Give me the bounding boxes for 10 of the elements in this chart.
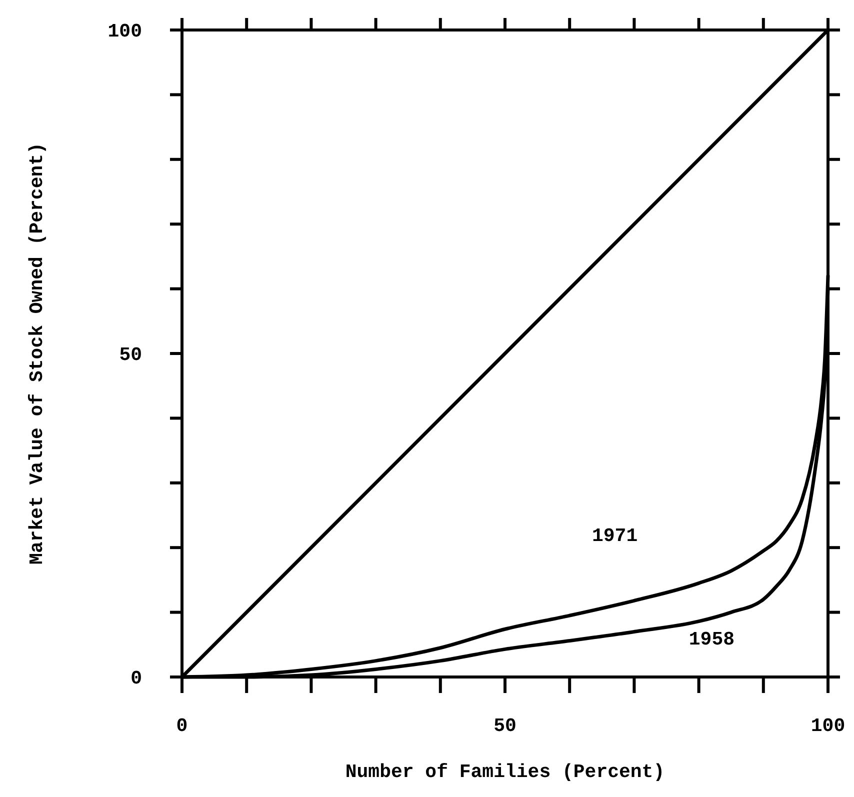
x-tick-label: 50 (494, 715, 516, 737)
annotation: 1971 (592, 525, 638, 548)
x-axis-title: Number of Families (Percent) (345, 761, 665, 783)
y-tick-label: 100 (108, 20, 142, 43)
annotation: 1958 (688, 628, 735, 651)
y-tick-label: 50 (119, 344, 142, 366)
x-tick-label: 0 (176, 715, 188, 737)
x-tick-label: 100 (810, 715, 846, 737)
y-tick-label: 0 (130, 668, 142, 690)
y-axis-title: Market Value of Stock Owned (Percent) (26, 142, 48, 564)
